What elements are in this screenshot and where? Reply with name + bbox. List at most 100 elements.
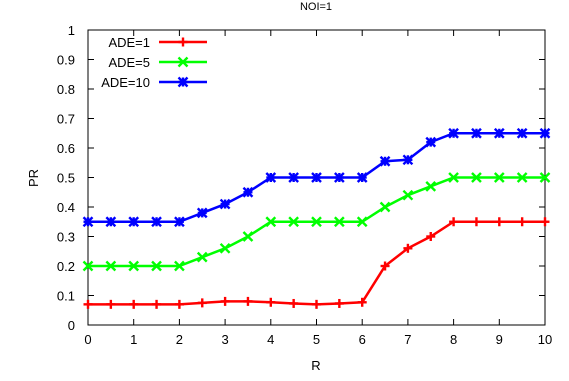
data-point <box>425 181 437 192</box>
data-point <box>152 299 162 309</box>
data-point <box>539 172 551 183</box>
data-point <box>129 299 139 309</box>
y-tick-label: 0 <box>68 318 75 333</box>
data-point <box>471 127 482 139</box>
data-point <box>105 216 117 228</box>
legend-marker <box>178 37 188 47</box>
x-axis-label: R <box>311 358 320 373</box>
data-point <box>151 260 162 272</box>
data-point <box>494 217 504 227</box>
data-point <box>402 154 414 166</box>
data-point <box>334 216 345 228</box>
data-point <box>105 260 117 272</box>
data-point <box>265 216 277 228</box>
data-point <box>288 172 299 183</box>
data-point <box>403 243 413 253</box>
data-point <box>197 298 207 308</box>
y-tick-label: 0.8 <box>57 82 75 97</box>
data-point <box>151 216 162 228</box>
x-tick-label: 10 <box>538 332 552 347</box>
y-tick-label: 0.9 <box>57 53 75 68</box>
data-point <box>449 217 459 227</box>
data-point <box>448 172 459 183</box>
data-point <box>266 297 276 307</box>
legend-marker <box>177 56 189 68</box>
data-point <box>242 186 254 198</box>
data-point <box>289 298 299 308</box>
x-tick-label: 9 <box>496 332 503 347</box>
data-point <box>516 172 528 183</box>
data-point <box>220 296 230 306</box>
data-point <box>517 217 527 227</box>
data-point <box>357 297 367 307</box>
data-point <box>471 217 481 227</box>
legend-marker <box>177 76 189 88</box>
legend-label: ADE=10 <box>101 75 150 90</box>
data-point <box>265 172 277 183</box>
data-point <box>493 127 505 139</box>
data-point <box>539 127 551 139</box>
data-point <box>128 216 140 228</box>
data-point <box>356 216 368 228</box>
data-point <box>219 242 231 254</box>
legend-item: ADE=5 <box>108 55 207 70</box>
legend-item: ADE=10 <box>101 75 207 90</box>
y-tick-label: 0.1 <box>57 289 75 304</box>
y-tick-label: 0.6 <box>57 141 75 156</box>
data-point <box>516 127 528 139</box>
data-point <box>379 201 391 213</box>
x-tick-label: 3 <box>221 332 228 347</box>
x-tick-label: 7 <box>404 332 411 347</box>
data-point <box>128 260 140 272</box>
data-point <box>311 172 322 183</box>
x-tick-label: 0 <box>84 332 91 347</box>
data-point <box>219 198 231 210</box>
y-tick-label: 0.4 <box>57 200 75 215</box>
y-axis-label: PR <box>26 169 41 187</box>
data-point <box>448 127 459 139</box>
x-tick-label: 6 <box>359 332 366 347</box>
data-point <box>334 298 344 308</box>
y-tick-label: 0.5 <box>57 171 75 186</box>
axes-layer: 0 1 2 3 4 5 6 7 8 9 10 0 0.1 0.2 0.3 0.4 0.5 0.6 0.7 0.8 0.9… <box>57 23 552 347</box>
legend-label: ADE=5 <box>108 55 150 70</box>
legend-label: ADE=1 <box>108 35 150 50</box>
data-point <box>471 172 482 183</box>
data-point <box>402 189 414 201</box>
data-point <box>174 299 184 309</box>
y-tick-label: 0.2 <box>57 259 75 274</box>
series-line <box>88 220 545 306</box>
data-point <box>82 260 94 272</box>
data-point <box>312 299 321 309</box>
legend: ADE=1 ADE=5 ADE=10 <box>101 35 207 90</box>
data-point <box>425 136 437 148</box>
data-point <box>493 172 505 183</box>
y-tick-label: 0.7 <box>57 112 75 127</box>
x-tick-label: 8 <box>450 332 457 347</box>
data-point <box>196 207 208 219</box>
data-point <box>540 217 550 227</box>
data-point <box>356 172 368 183</box>
data-point <box>379 155 391 167</box>
data-point <box>380 261 390 271</box>
x-tick-label: 4 <box>267 332 274 347</box>
data-point <box>243 296 253 306</box>
data-point <box>83 299 93 309</box>
data-point <box>242 231 254 242</box>
x-tick-label: 5 <box>313 332 320 347</box>
series-2 <box>82 172 551 272</box>
data-point <box>196 251 208 263</box>
x-tick-label: 2 <box>176 332 183 347</box>
data-point <box>311 216 322 228</box>
x-tick-label: 1 <box>130 332 137 347</box>
series-1 <box>83 217 550 309</box>
data-point <box>334 172 345 183</box>
data-point <box>82 216 94 228</box>
y-tick-label: 1 <box>68 23 75 38</box>
data-point <box>288 216 299 228</box>
y-tick-label: 0.3 <box>57 230 75 245</box>
legend-item: ADE=1 <box>108 35 207 50</box>
chart-title: NOI=1 <box>300 1 332 13</box>
